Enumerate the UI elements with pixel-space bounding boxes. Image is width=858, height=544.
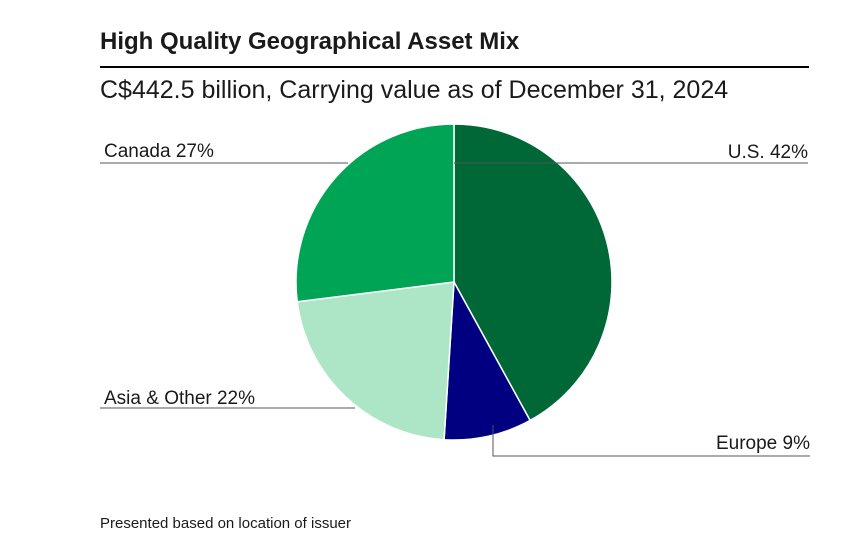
slice-label-canada: Canada 27% <box>104 141 214 162</box>
slice-label-asia-other: Asia & Other 22% <box>104 388 255 409</box>
pie-slice-u-s <box>453 123 613 422</box>
chart-title: High Quality Geographical Asset Mix <box>100 28 520 55</box>
slice-label-europe: Europe 9% <box>716 433 810 454</box>
leader-line-europe <box>492 425 810 457</box>
title-divider <box>100 66 809 68</box>
pie-slice-asia-other <box>296 281 455 441</box>
pie-slice-canada <box>295 123 455 303</box>
pie-slice-europe <box>443 279 532 441</box>
slice-label-u-s: U.S. 42% <box>728 142 808 163</box>
chart-subtitle: C$442.5 billion, Carrying value as of De… <box>100 76 729 104</box>
footnote: Presented based on location of issuer <box>100 515 351 532</box>
